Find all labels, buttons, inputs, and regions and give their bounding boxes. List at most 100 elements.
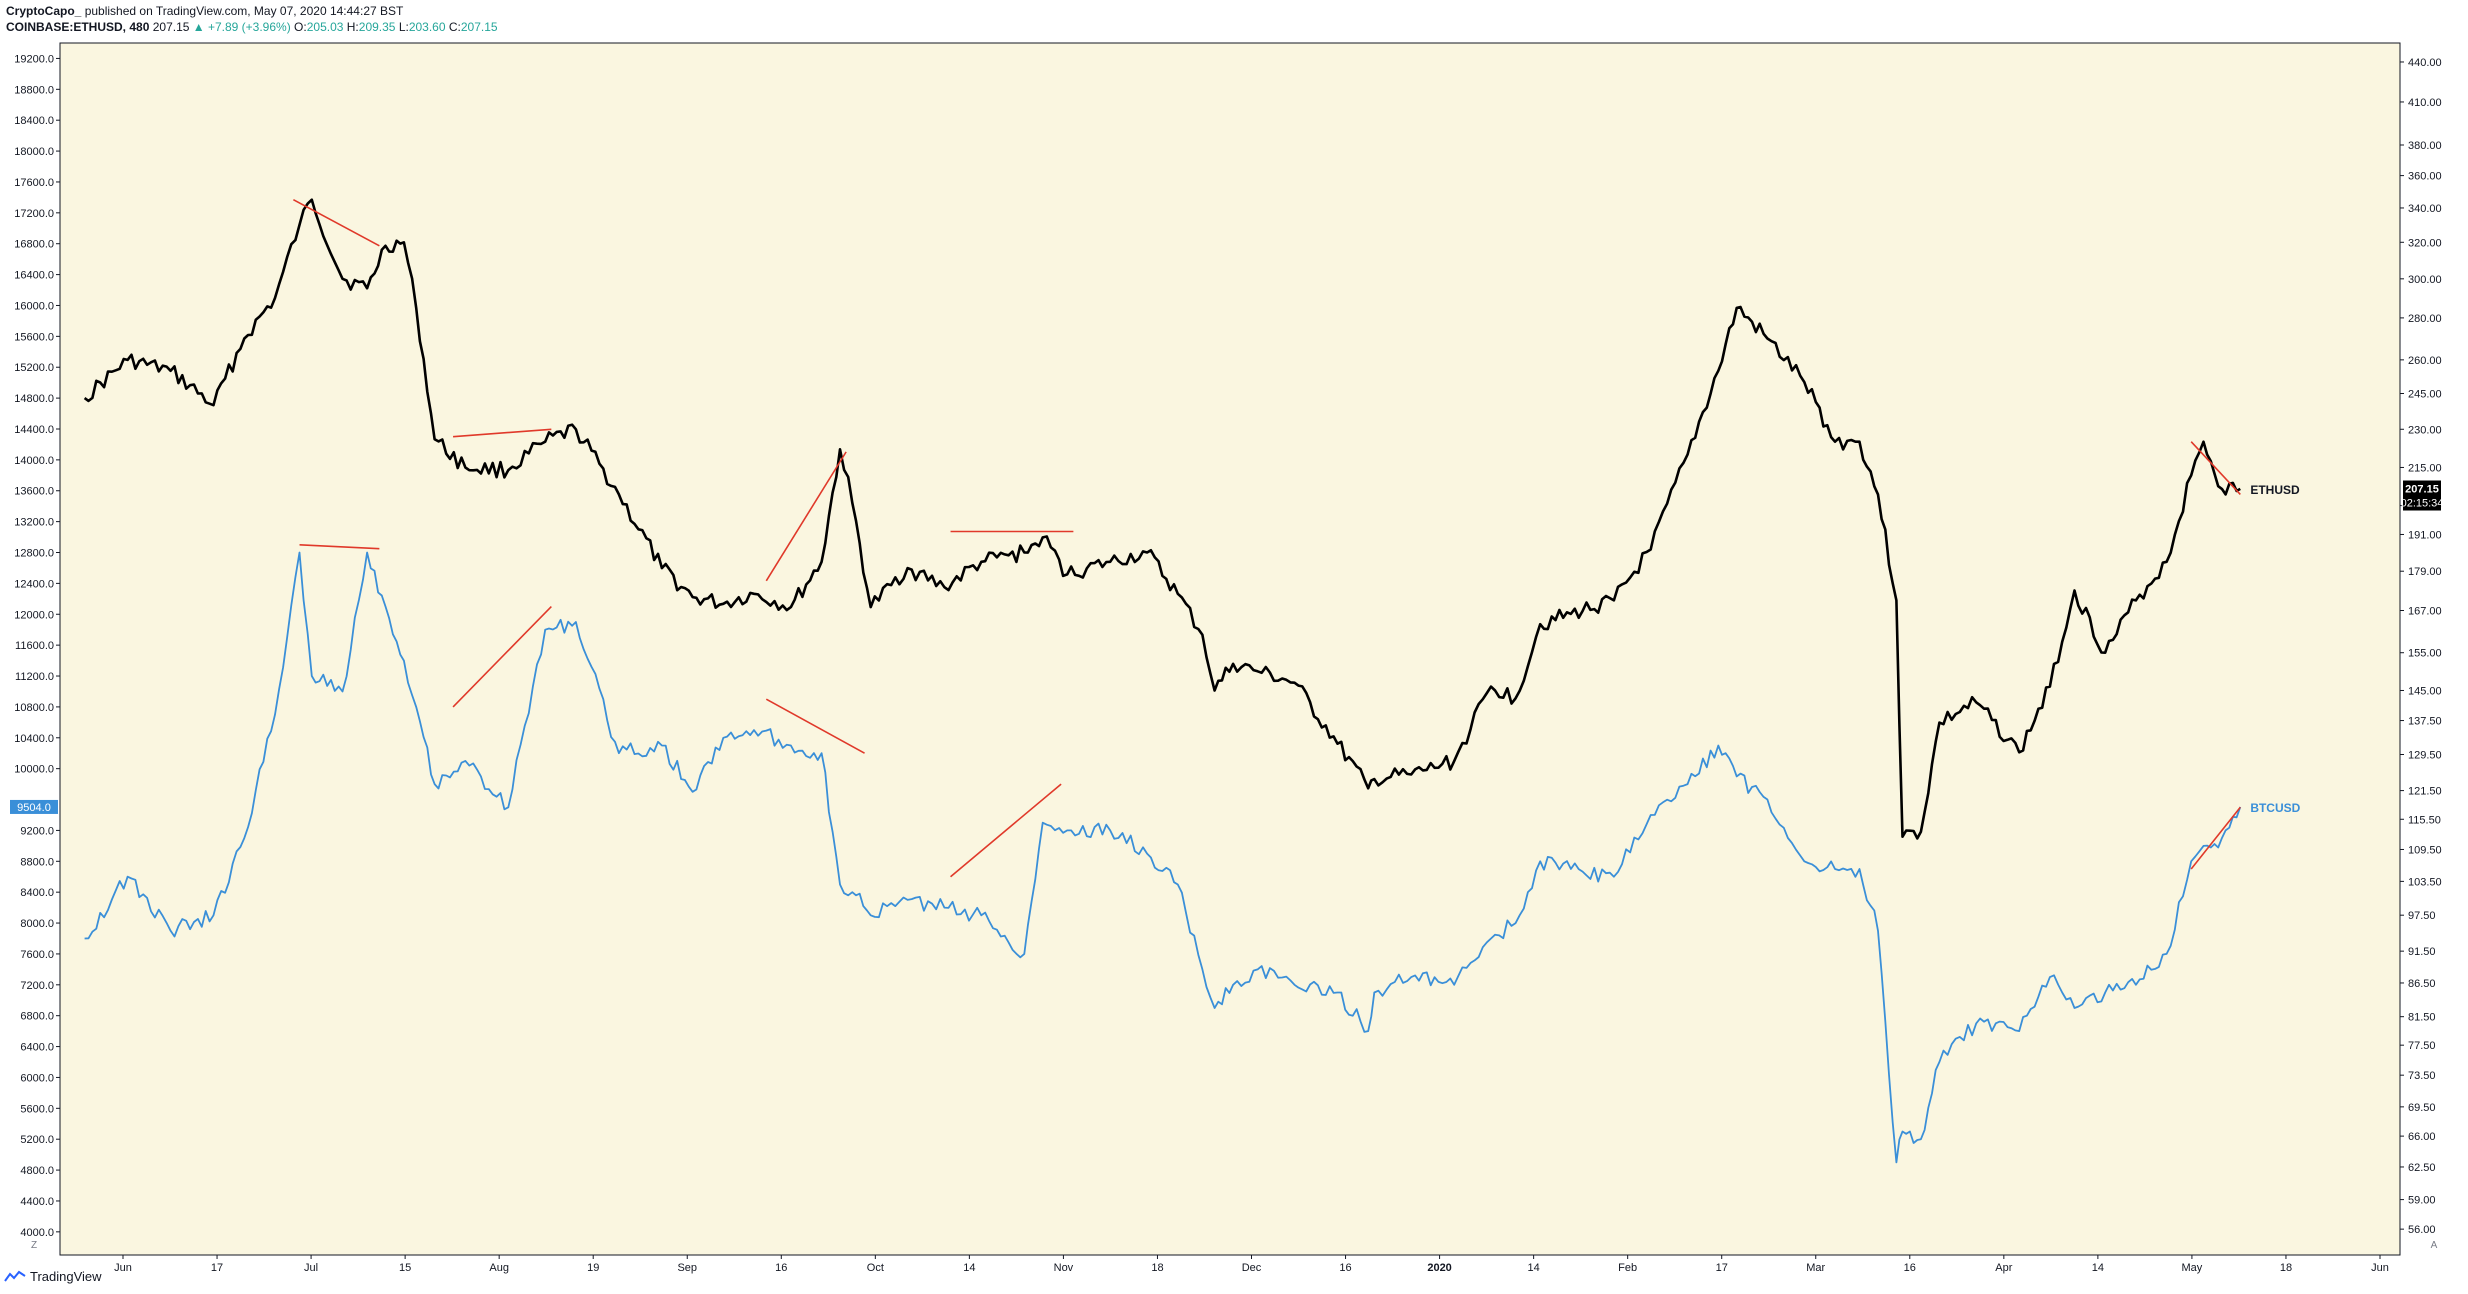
x-axis-label: Dec	[1242, 1262, 1262, 1274]
left-axis-label: 10800.0	[14, 702, 54, 714]
right-axis-label: 360.00	[2408, 171, 2442, 183]
x-axis-label: 18	[1151, 1262, 1163, 1274]
trendline[interactable]	[453, 428, 552, 438]
left-axis-label: 17600.0	[14, 177, 54, 189]
left-axis-label: 15200.0	[14, 362, 54, 374]
trendline[interactable]	[2190, 441, 2241, 495]
symbol-name[interactable]: COINBASE:ETHUSD, 480	[6, 20, 150, 34]
x-axis-label: May	[2182, 1262, 2203, 1274]
author-name[interactable]: CryptoCapo_	[6, 4, 82, 18]
right-axis-label: 129.50	[2408, 749, 2442, 761]
left-axis-label: 8800.0	[20, 856, 54, 868]
x-axis-label: 14	[2092, 1262, 2104, 1274]
brand-name: TradingView	[30, 1268, 102, 1284]
left-axis-label: 12000.0	[14, 609, 54, 621]
right-axis-label: 380.00	[2408, 140, 2442, 152]
right-axis-label: 155.00	[2408, 648, 2442, 660]
btc-price-marker	[10, 799, 58, 814]
eth-countdown-label: 02:15:34	[2401, 498, 2444, 510]
left-axis-label: 12400.0	[14, 578, 54, 590]
right-axis-label: 97.50	[2408, 910, 2436, 922]
trendline[interactable]	[765, 698, 865, 754]
x-axis-label: Jun	[114, 1262, 132, 1274]
trendline[interactable]	[299, 543, 380, 550]
x-axis-label: 19	[587, 1262, 599, 1274]
x-axis-label: 17	[211, 1262, 223, 1274]
x-axis-label: Nov	[1054, 1262, 1074, 1274]
close-value: 207.15	[460, 20, 498, 34]
right-axis-label: 245.00	[2408, 388, 2442, 400]
x-axis-label: 16	[1339, 1262, 1351, 1274]
trendline[interactable]	[2190, 806, 2241, 870]
trendline[interactable]	[293, 198, 380, 247]
left-axis-label: 4400.0	[20, 1196, 54, 1208]
right-axis-label: 109.50	[2408, 844, 2442, 856]
left-axis-label: 16800.0	[14, 239, 54, 251]
left-axis-label: 4000.0	[20, 1227, 54, 1239]
x-axis-label: Jul	[304, 1262, 318, 1274]
btcusd-series-label: BTCUSD	[2250, 801, 2300, 815]
trendline[interactable]	[765, 451, 847, 582]
left-axis-label: 18000.0	[14, 146, 54, 158]
chart-header: CryptoCapo_ published on TradingView.com…	[6, 4, 498, 35]
ethusd-line	[83, 198, 2241, 840]
close-label: C:	[448, 20, 461, 34]
right-axis-label: 103.50	[2408, 876, 2442, 888]
last-price: 207.15	[152, 20, 190, 34]
low-label: L:	[398, 20, 409, 34]
right-axis-label: 73.50	[2408, 1070, 2436, 1082]
left-axis-label: 6800.0	[20, 1011, 54, 1023]
x-axis-label: 15	[399, 1262, 411, 1274]
right-axis-label: 215.00	[2408, 462, 2442, 474]
right-axis-label: 91.50	[2408, 946, 2436, 958]
btcusd-line	[84, 551, 2242, 1164]
left-axis-label: 8400.0	[20, 887, 54, 899]
left-price-axis[interactable]: 19200.0 18800.0 18400.0 18000.0 17600.0 17200…	[14, 53, 60, 1239]
left-axis-label: 10400.0	[14, 733, 54, 745]
right-axis-label: 121.50	[2408, 786, 2442, 798]
right-axis-label: 77.50	[2408, 1040, 2436, 1052]
x-axis-label: Oct	[867, 1262, 884, 1274]
price-change: ▲ +7.89 (+3.96%)	[192, 20, 291, 34]
right-axis-label: 62.50	[2408, 1162, 2436, 1174]
left-axis-label: 18800.0	[14, 84, 54, 96]
eth-price-marker-label: 207.15	[2405, 484, 2439, 496]
right-axis-label: 167.00	[2408, 605, 2442, 617]
plot-area[interactable]	[59, 42, 2401, 1256]
left-axis-label: 5200.0	[20, 1134, 54, 1146]
high-value: 209.35	[358, 20, 396, 34]
x-axis-label: 2020	[1427, 1262, 1451, 1274]
right-price-axis[interactable]: 440.00 410.00 380.00 360.00 340.00 320.00 300.…	[2400, 57, 2442, 1236]
left-axis-label: 14800.0	[14, 393, 54, 405]
tradingview-logo-icon	[4, 1270, 26, 1282]
trendlines[interactable]	[293, 198, 2241, 878]
high-label: H:	[346, 20, 359, 34]
footer-brand[interactable]: TradingView	[4, 1262, 102, 1290]
left-axis-label: 11600.0	[15, 640, 54, 652]
auto-scale-button[interactable]: A	[2430, 1239, 2438, 1251]
left-axis-label: 14400.0	[14, 424, 54, 436]
trendline[interactable]	[950, 783, 1062, 878]
right-axis-label: 191.00	[2408, 529, 2442, 541]
x-axis-label: 14	[963, 1262, 975, 1274]
right-axis-label: 440.00	[2408, 57, 2442, 69]
left-axis-label: 10000.0	[14, 764, 54, 776]
right-axis-label: 280.00	[2408, 313, 2442, 325]
right-axis-label: 66.00	[2408, 1131, 2436, 1143]
ethusd-series-label: ETHUSD	[2250, 483, 2300, 497]
x-axis-label: Aug	[489, 1262, 509, 1274]
right-axis-label: 410.00	[2408, 97, 2442, 109]
left-axis-label: 6400.0	[20, 1042, 54, 1054]
left-axis-label: 16000.0	[14, 300, 54, 312]
open-label: O:	[294, 20, 307, 34]
trendline[interactable]	[452, 605, 552, 708]
x-axis-label: 17	[1716, 1262, 1728, 1274]
right-axis-label: 137.50	[2408, 716, 2442, 728]
x-axis-label: Feb	[1618, 1262, 1637, 1274]
time-axis[interactable]: Jun 17 Jul 15 Aug 19 Sep 16 Oct 14 Nov 18 Dec 16 2020 1…	[114, 1255, 2389, 1274]
x-axis-label: Mar	[1806, 1262, 1825, 1274]
publish-info: published on TradingView.com, May 07, 20…	[84, 4, 404, 18]
left-axis-label: 9200.0	[20, 825, 54, 837]
zoom-button[interactable]: Z	[30, 1239, 38, 1251]
